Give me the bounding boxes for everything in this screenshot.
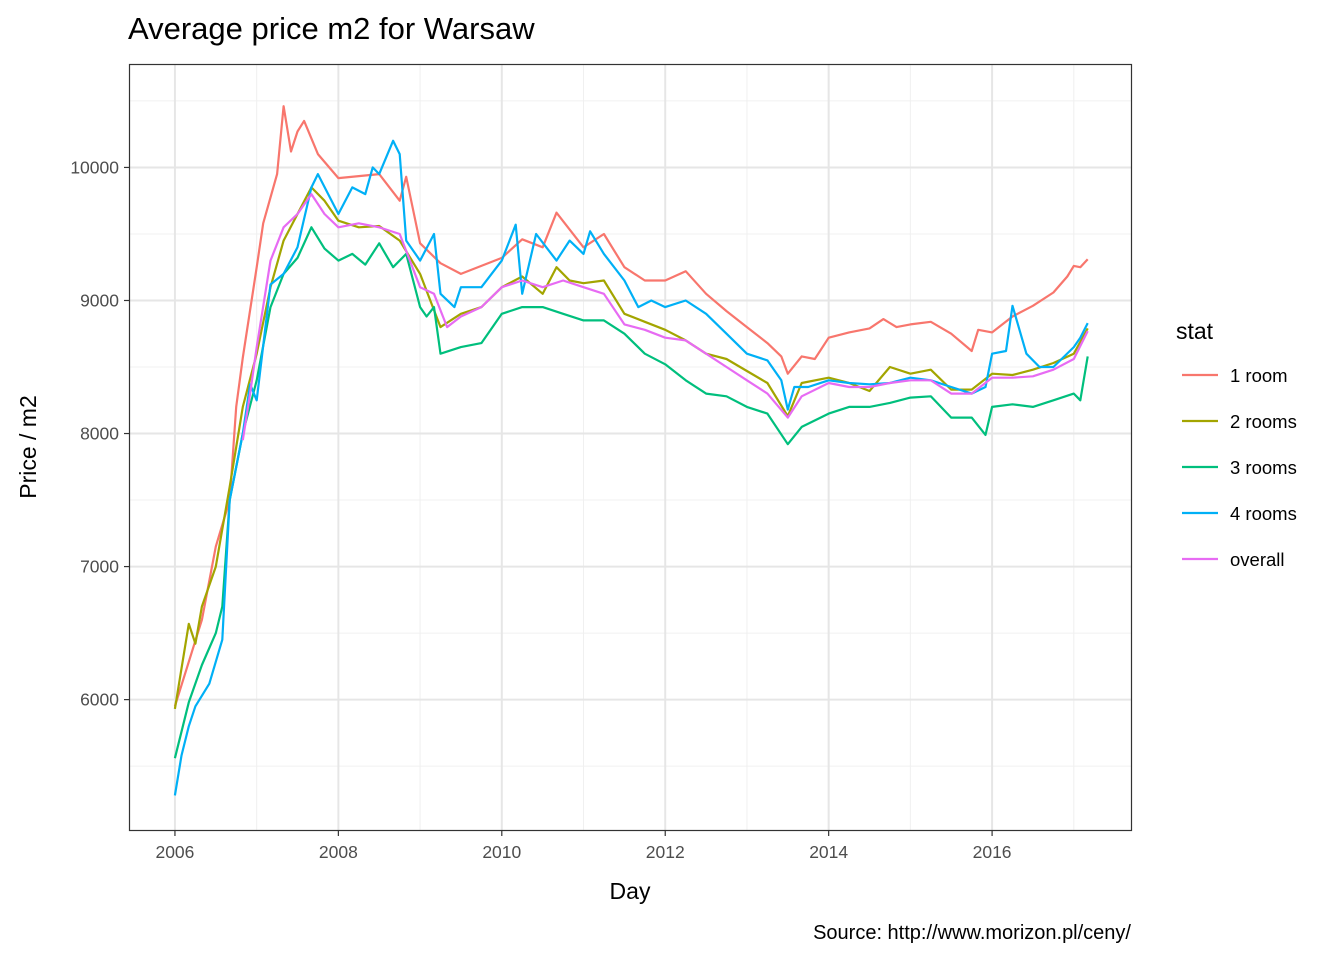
y-tick-label: 6000 xyxy=(80,690,119,710)
legend-items: 1 room 2 rooms 3 rooms 4 rooms overall xyxy=(1182,365,1297,570)
legend-label: 3 rooms xyxy=(1230,457,1297,478)
y-axis: 6000 7000 8000 9000 10000 xyxy=(70,157,130,710)
x-tick-label: 2014 xyxy=(809,842,848,862)
y-axis-title: Price / m2 xyxy=(15,395,41,499)
series-lines xyxy=(173,105,1089,796)
plot-panel-border xyxy=(128,63,1133,832)
caption: Source: http://www.morizon.pl/ceny/ xyxy=(813,922,1131,944)
legend-label: 2 rooms xyxy=(1230,411,1297,432)
major-gridlines xyxy=(130,65,1131,830)
y-tick-label: 8000 xyxy=(80,424,119,444)
x-tick-label: 2008 xyxy=(319,842,358,862)
series-line-3-rooms xyxy=(173,226,1089,759)
series-line-2-rooms xyxy=(173,186,1089,710)
legend-title: stat xyxy=(1176,318,1214,344)
x-axis: 2006 2008 2010 2012 2014 2016 xyxy=(155,830,1012,862)
legend: stat 1 room 2 rooms 3 rooms 4 rooms overall xyxy=(1176,318,1297,570)
x-tick-label: 2012 xyxy=(646,842,685,862)
legend-label: 1 room xyxy=(1230,365,1288,386)
legend-label: 4 rooms xyxy=(1230,503,1297,524)
y-tick-label: 10000 xyxy=(70,157,119,177)
x-tick-label: 2016 xyxy=(973,842,1012,862)
y-tick-label: 7000 xyxy=(80,557,119,577)
chart-title: Average price m2 for Warsaw xyxy=(128,11,535,46)
series-line-4-rooms xyxy=(173,139,1089,796)
minor-gridlines xyxy=(130,65,1131,830)
x-axis-title: Day xyxy=(610,878,651,904)
y-tick-label: 9000 xyxy=(80,290,119,310)
series-line-1-room xyxy=(173,105,1089,707)
series-line-overall xyxy=(241,193,1089,441)
x-tick-label: 2010 xyxy=(482,842,521,862)
x-tick-label: 2006 xyxy=(155,842,194,862)
legend-label: overall xyxy=(1230,549,1285,570)
